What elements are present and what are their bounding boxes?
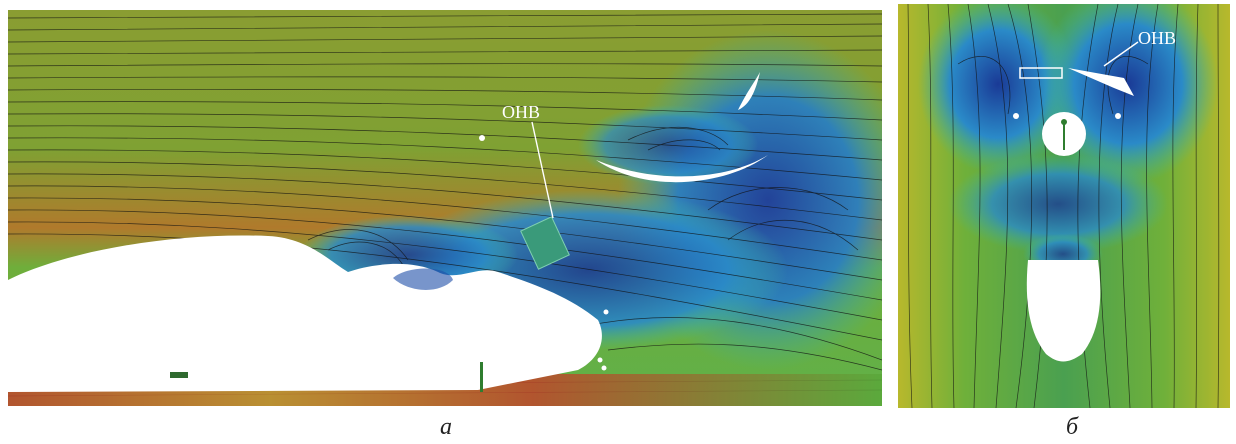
wing-element-tip [738,72,760,110]
caption-a: а [440,414,452,440]
onv-leader-line [531,121,554,219]
probe-point [479,135,485,141]
side-view-streamline-plot: ОНВ [8,10,882,406]
vehicle-body [8,235,602,392]
front-view-streamline-plot: ОНВ [898,4,1230,408]
wing-element-upper [596,155,768,183]
caption-b: б [1066,414,1079,440]
onv-label-a: ОНВ [502,102,540,122]
onv-device-front [1068,68,1134,96]
vehicle-body-front [1026,260,1101,362]
panel-a-flow-side-view: ОНВ [8,10,882,406]
panel-b-flow-front-view: ОНВ [898,4,1230,408]
onv-device [520,216,570,270]
onv-leader-line-b [1103,41,1139,67]
onv-label-b: ОНВ [1138,28,1176,48]
